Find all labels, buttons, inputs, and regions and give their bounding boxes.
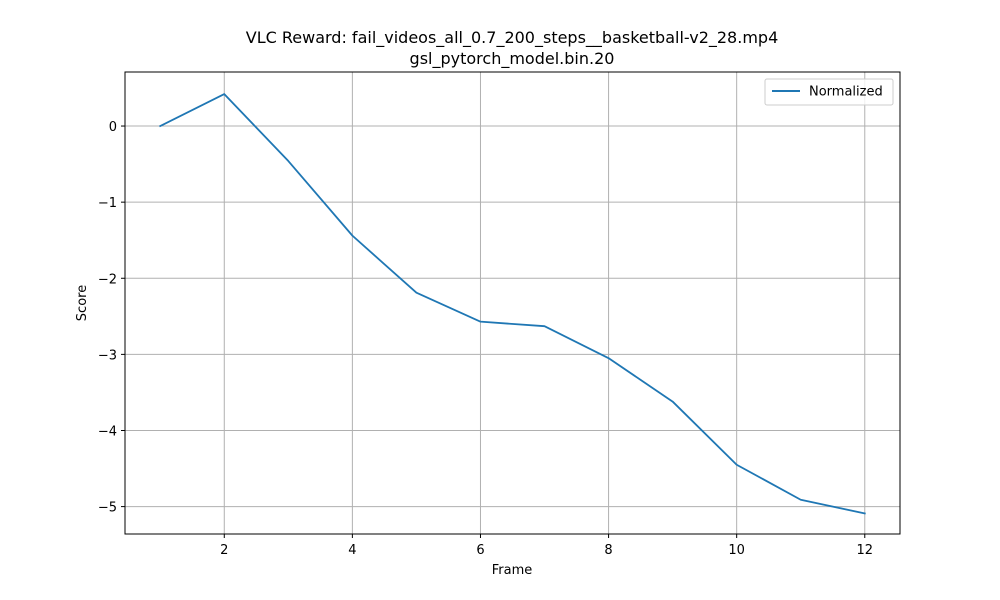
axis-ticks: 2 4 6 8 10 12 0 −1 −2 −3 −4 −5 (98, 120, 873, 558)
y-tick-label: −1 (98, 196, 117, 211)
x-tick-label: 12 (856, 543, 873, 558)
y-tick-label: −2 (98, 272, 117, 287)
chart-title-line-1: VLC Reward: fail_videos_all_0.7_200_step… (246, 28, 779, 48)
y-axis-label: Score (75, 285, 90, 321)
x-tick-label: 10 (728, 543, 745, 558)
y-tick-label: −4 (98, 424, 117, 439)
series-layer (159, 93, 866, 515)
x-tick-label: 2 (220, 543, 228, 558)
x-tick-label: 8 (604, 543, 612, 558)
legend: Normalized (764, 78, 894, 106)
grid (125, 72, 900, 534)
x-axis-label: Frame (492, 563, 533, 578)
legend-box (764, 78, 894, 106)
y-tick-label: −5 (98, 501, 117, 516)
y-tick-label: −3 (98, 348, 117, 363)
legend-label: Normalized (809, 85, 883, 100)
y-tick-label: 0 (109, 120, 117, 135)
plot-frame (124, 71, 901, 535)
series-line-normalized (159, 93, 866, 515)
x-tick-label: 6 (476, 543, 484, 558)
chart-title-line-2: gsl_pytorch_model.bin.20 (410, 49, 615, 69)
x-tick-label: 4 (348, 543, 356, 558)
